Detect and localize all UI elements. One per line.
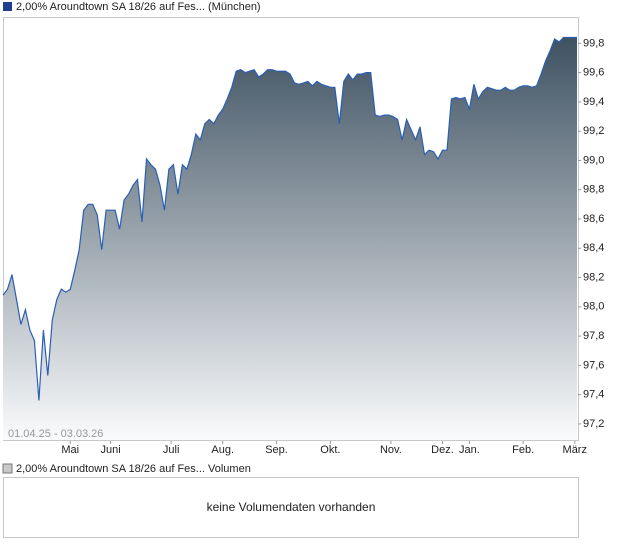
legend-swatch (3, 2, 12, 11)
x-tick-label: März (563, 444, 587, 456)
area-fill (3, 37, 577, 440)
x-tick-label: Dez. (431, 444, 454, 456)
x-tick-label: Jan. (459, 444, 480, 456)
y-tick-label: 97,8 (583, 330, 604, 342)
y-tick-label: 99,0 (583, 154, 604, 166)
y-tick-label: 99,6 (583, 67, 604, 79)
y-tick-label: 98,0 (583, 301, 604, 313)
x-tick-label: Feb. (512, 444, 534, 456)
y-tick-label: 98,8 (583, 184, 604, 196)
volume-frame (3, 477, 579, 538)
y-tick-label: 98,2 (583, 271, 604, 283)
y-tick-label: 97,2 (583, 418, 604, 430)
y-tick-label: 99,4 (583, 96, 604, 108)
y-tick-label: 99,2 (583, 125, 604, 137)
legend-label: 2,00% Aroundtown SA 18/26 auf Fes... (Mü… (16, 1, 261, 13)
x-tick-label: Nov. (380, 444, 402, 456)
x-tick-label: Okt. (320, 444, 340, 456)
date-range: 01.04.25 - 03.03.26 (8, 428, 103, 440)
x-tick-label: Juni (101, 444, 121, 456)
y-tick-label: 97,6 (583, 359, 604, 371)
plot-frame (3, 17, 579, 441)
y-tick-label: 98,4 (583, 242, 604, 254)
price-line (2, 36, 577, 401)
x-tick-label: Mai (61, 444, 79, 456)
x-tick-label: Juli (163, 444, 180, 456)
legend-swatch (2, 463, 13, 474)
x-tick-label: Aug. (211, 444, 234, 456)
y-tick-label: 98,6 (583, 213, 604, 225)
y-tick-label: 99,8 (583, 37, 604, 49)
legend-label: 2,00% Aroundtown SA 18/26 auf Fes... Vol… (16, 463, 251, 475)
volume-message: keine Volumendaten vorhanden (207, 500, 376, 514)
y-tick-label: 97,4 (583, 389, 604, 401)
x-tick-label: Sep. (265, 444, 288, 456)
